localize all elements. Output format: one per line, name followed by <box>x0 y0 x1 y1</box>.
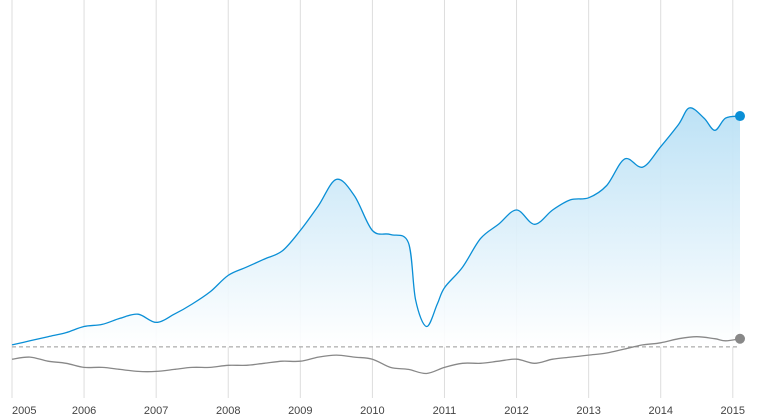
series-area-1 <box>12 107 740 347</box>
series-line-2 <box>11 336 741 375</box>
end-markers <box>735 111 745 344</box>
series-end-marker-2 <box>735 333 745 344</box>
x-tick-label: 2013 <box>576 405 600 417</box>
x-axis-ticks: 2005 2006 2007 2008 2009 2010 2011 2012 2013 2014… <box>12 405 745 417</box>
series-lines <box>11 107 741 375</box>
series-end-marker-1 <box>735 111 745 122</box>
x-tick-label: 2007 <box>144 405 168 417</box>
x-tick-label: 2009 <box>288 405 312 417</box>
x-tick-label: 2015 <box>721 405 745 417</box>
x-tick-label: 2008 <box>216 405 240 417</box>
x-tick-label: 2014 <box>648 405 672 417</box>
series-line-1 <box>11 107 741 346</box>
x-tick-label: 2012 <box>504 405 528 417</box>
x-tick-label: 2006 <box>72 405 96 417</box>
x-tick-label: 2005 <box>12 405 36 417</box>
area-fills <box>12 107 740 347</box>
x-tick-label: 2010 <box>360 405 384 417</box>
x-tick-label: 2011 <box>433 405 457 417</box>
